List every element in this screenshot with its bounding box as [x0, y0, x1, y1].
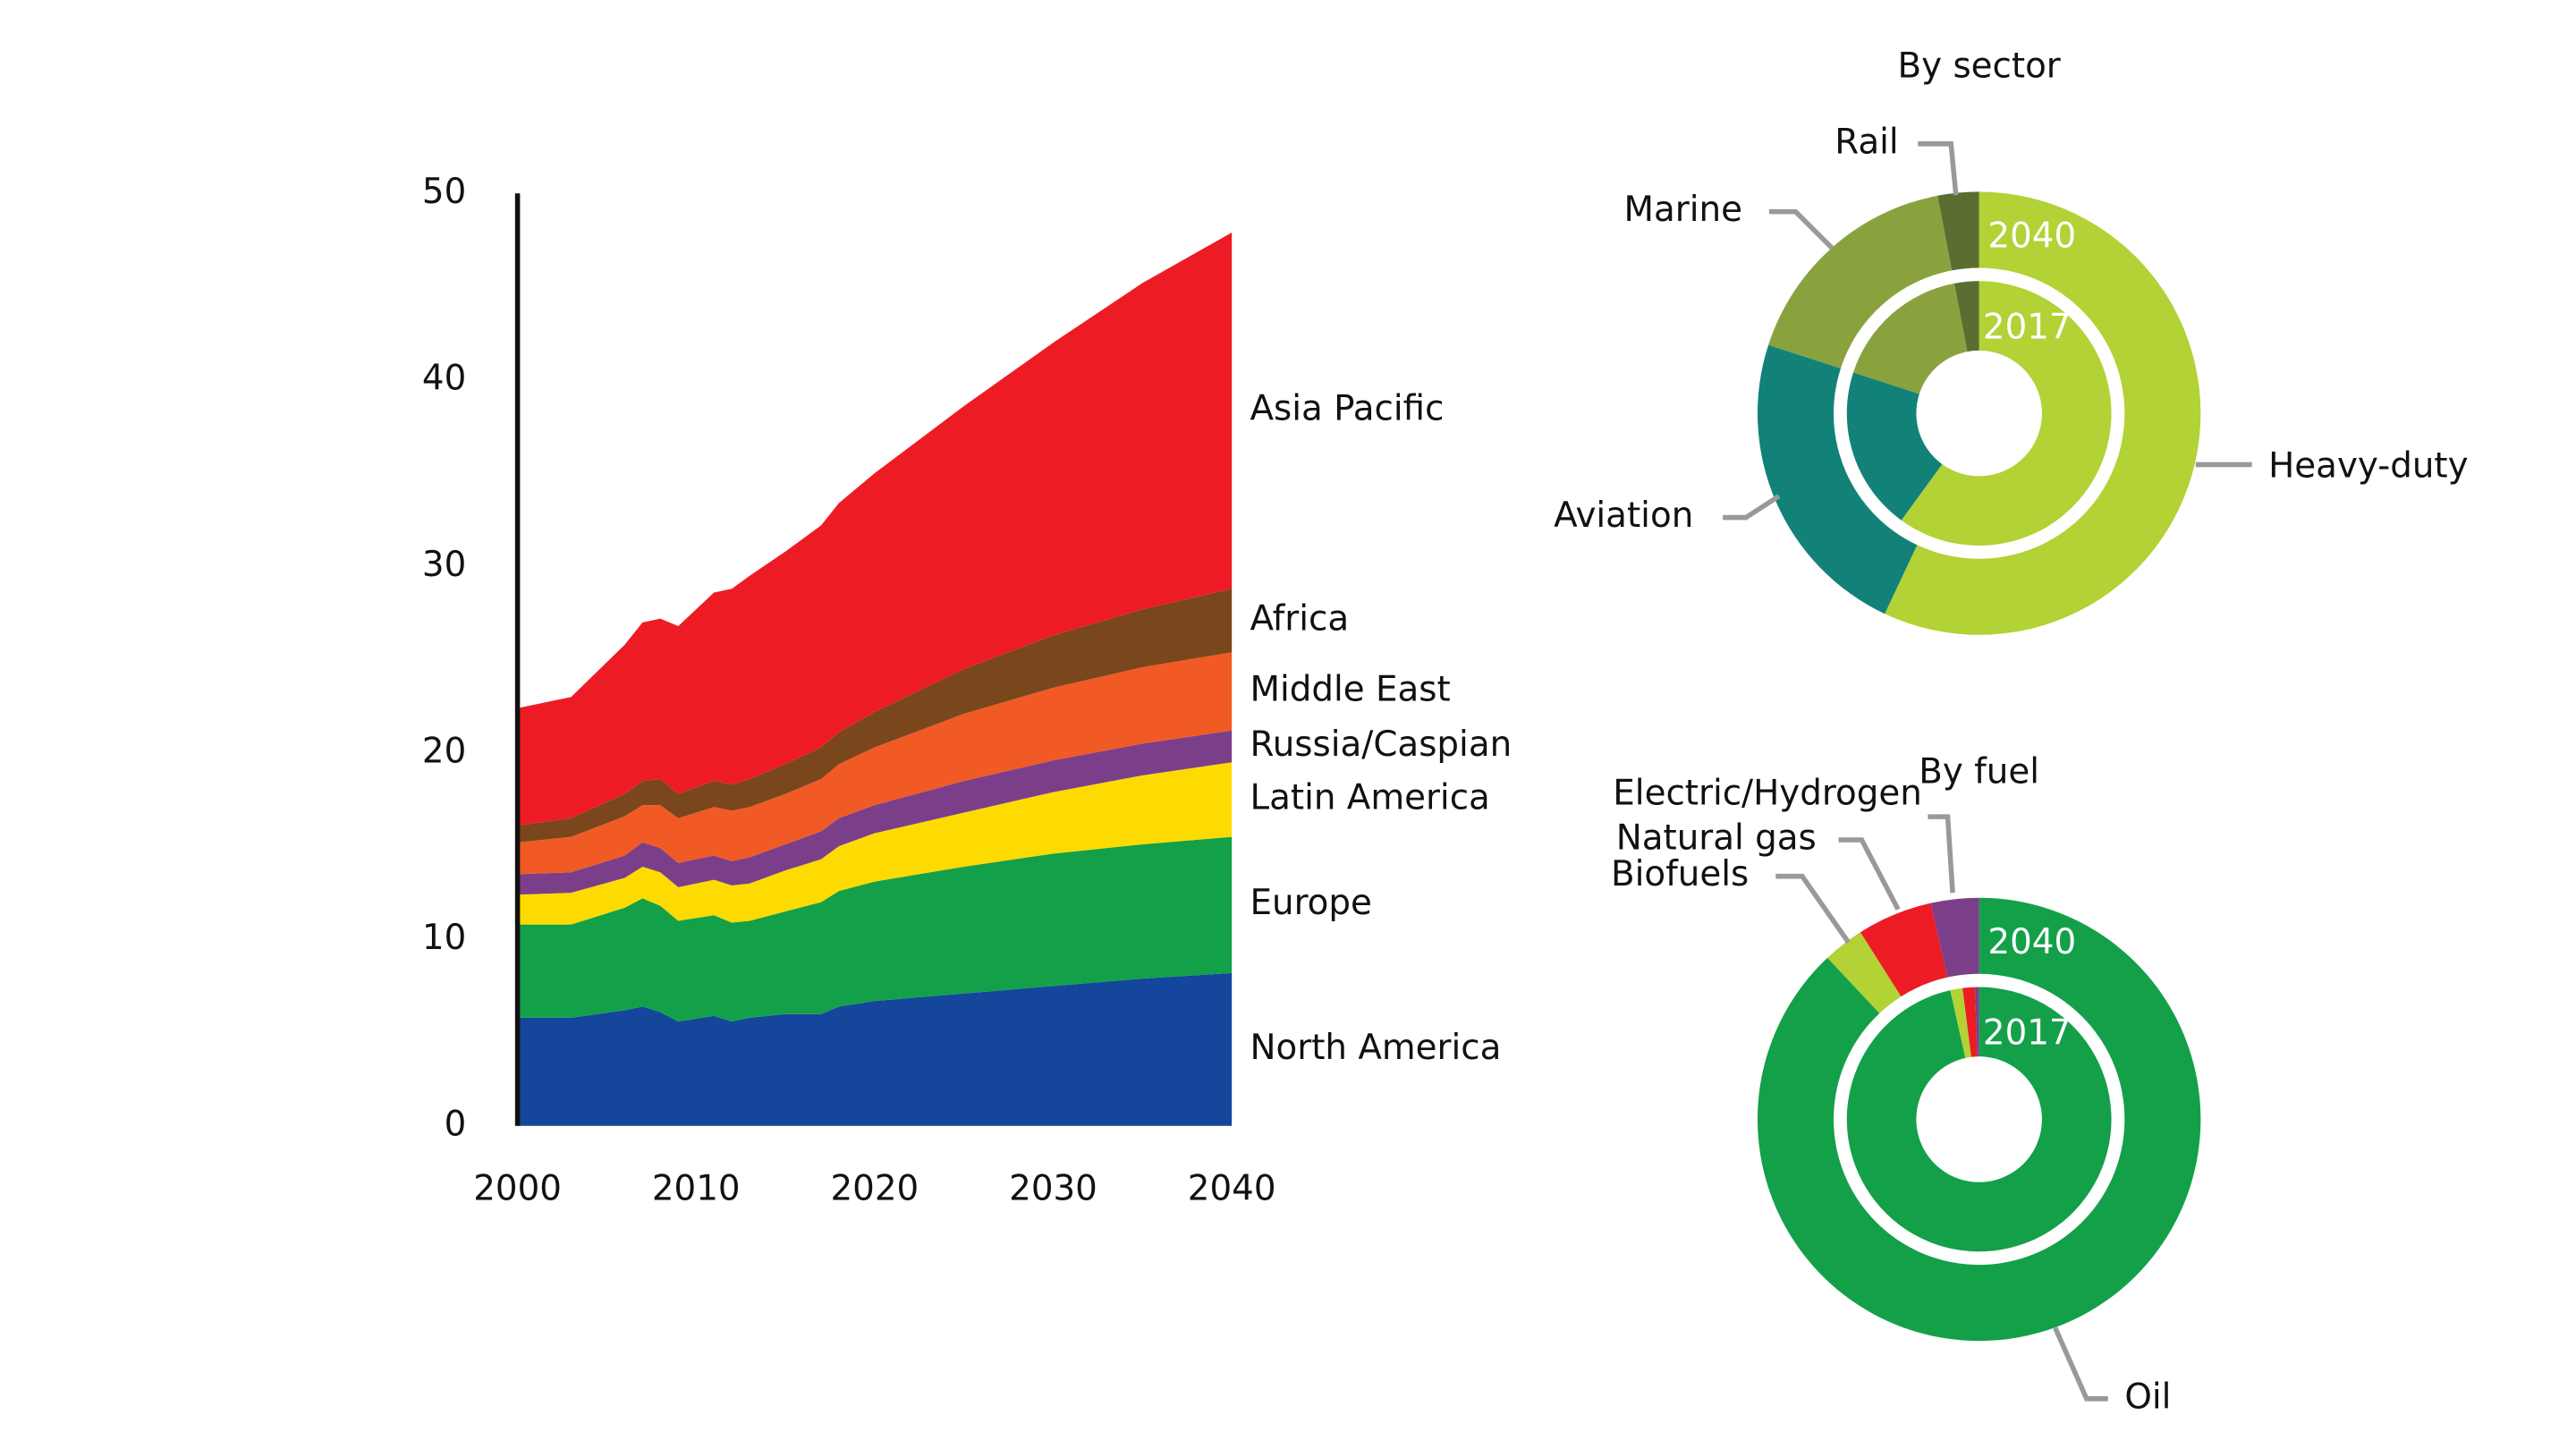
x-tick-label: 2020	[831, 1168, 919, 1208]
area	[517, 836, 1233, 1022]
category-label: Electric/Hydrogen	[1613, 774, 1922, 814]
series-label: Asia Pacific	[1250, 389, 1444, 429]
y-tick-label: 0	[445, 1104, 467, 1144]
area	[517, 762, 1233, 925]
leader-line	[1723, 494, 1781, 521]
category-label: Aviation	[1554, 496, 1693, 536]
y-tick-label: 50	[422, 172, 466, 212]
x-tick-label: 2010	[652, 1168, 741, 1208]
category-label: Rail	[1835, 122, 1898, 162]
donut-slice	[1757, 344, 1918, 614]
leader-line	[1838, 837, 1901, 911]
y-tick-label: 10	[422, 918, 466, 958]
x-tick-label: 2000	[473, 1168, 562, 1208]
area	[517, 972, 1233, 1126]
y-tick-label: 20	[422, 731, 466, 771]
donut-slice	[1975, 987, 1979, 1057]
category-label: Biofuels	[1611, 854, 1749, 894]
ring-label: 2040	[1987, 922, 2076, 962]
area	[517, 730, 1233, 895]
series-label: Latin America	[1250, 777, 1489, 818]
donut-slice	[1768, 195, 1953, 369]
donut-slice	[1846, 987, 2112, 1252]
category-label: Heavy-duty	[2268, 446, 2468, 487]
x-tick-label: 2030	[1009, 1168, 1097, 1208]
series-label: Europe	[1250, 883, 1371, 923]
area	[517, 589, 1233, 843]
leader-line	[1918, 141, 1959, 196]
leader-line	[1768, 208, 1835, 250]
category-label: Marine	[1624, 190, 1742, 230]
ring-label: 2040	[1987, 216, 2076, 257]
ring-label: 2017	[1983, 1013, 2072, 1054]
y-tick-label: 40	[422, 358, 466, 398]
y-tick-label: 30	[422, 545, 466, 585]
leader-line	[1928, 814, 1955, 894]
leader-line	[2053, 1326, 2108, 1402]
donut-title: By sector	[1898, 46, 2061, 86]
donut-slice	[1827, 932, 1902, 1013]
donut-slice	[1853, 283, 1968, 394]
donut-title: By fuel	[1919, 752, 2039, 792]
donut-slice	[1962, 987, 1978, 1057]
series-label: Middle East	[1250, 669, 1450, 709]
donut-slice	[1846, 372, 1943, 521]
series-label: North America	[1250, 1028, 1501, 1068]
donut-slice	[1860, 902, 1948, 997]
leader-line	[1775, 873, 1851, 945]
donut-slice	[1885, 191, 2201, 635]
category-label: Natural gas	[1616, 818, 1817, 859]
category-label: Oil	[2124, 1377, 2171, 1417]
donut-slice	[1757, 897, 2201, 1342]
ring-label: 2017	[1983, 307, 2072, 347]
area	[517, 652, 1233, 875]
series-label: Africa	[1250, 598, 1349, 639]
donut-slice	[1950, 987, 1971, 1058]
donut-slice	[1930, 897, 1979, 978]
donut-slice	[1937, 191, 1979, 271]
ring-gap	[1834, 974, 2124, 1265]
donut-slice	[1901, 281, 2112, 546]
area	[517, 233, 1233, 826]
donut-slice	[1953, 281, 1979, 352]
series-label: Russia/Caspian	[1250, 724, 1512, 765]
x-tick-label: 2040	[1188, 1168, 1276, 1208]
ring-gap	[1834, 268, 2124, 558]
